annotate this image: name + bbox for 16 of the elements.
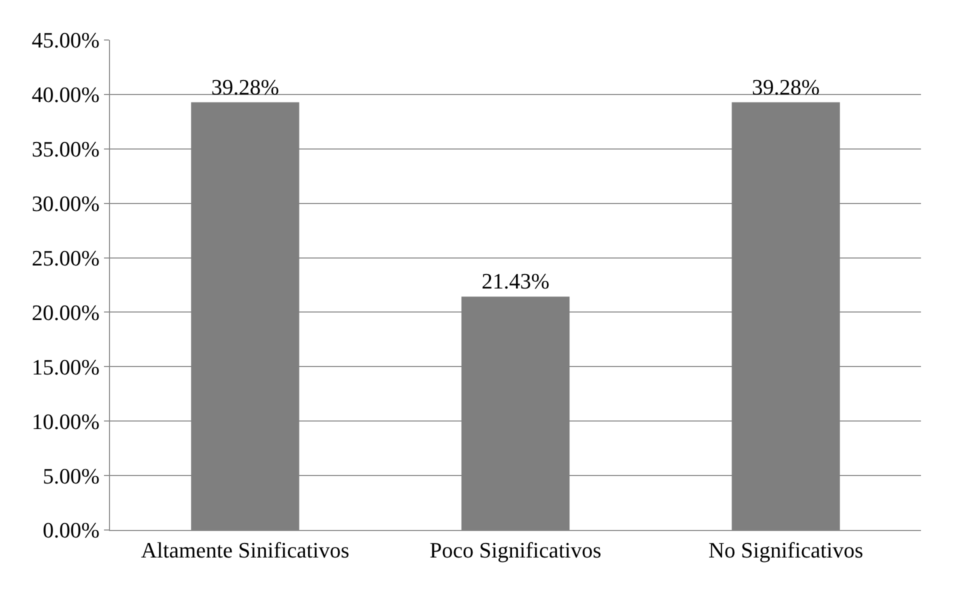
data-label: 21.43%: [482, 268, 550, 294]
y-tick-label: 15.00%: [32, 354, 100, 380]
x-tick-label: Altamente Sinificativos: [140, 537, 350, 562]
y-tick-label: 45.00%: [32, 28, 100, 53]
x-tick-label: Poco Significativos: [430, 537, 602, 562]
data-label: 39.28%: [752, 74, 820, 100]
data-label: 39.28%: [211, 74, 280, 100]
x-tick-label: No Significativos: [708, 537, 864, 562]
y-tick-label: 30.00%: [32, 191, 100, 216]
y-tick-label: 5.00%: [42, 463, 100, 488]
y-tick-label: 40.00%: [32, 82, 100, 108]
y-tick-label: 20.00%: [32, 300, 100, 325]
y-tick-label: 35.00%: [32, 136, 100, 162]
y-tick-label: 25.00%: [32, 245, 100, 270]
y-tick-label: 10.00%: [32, 408, 100, 434]
y-tick-label: 0.00%: [42, 518, 100, 543]
